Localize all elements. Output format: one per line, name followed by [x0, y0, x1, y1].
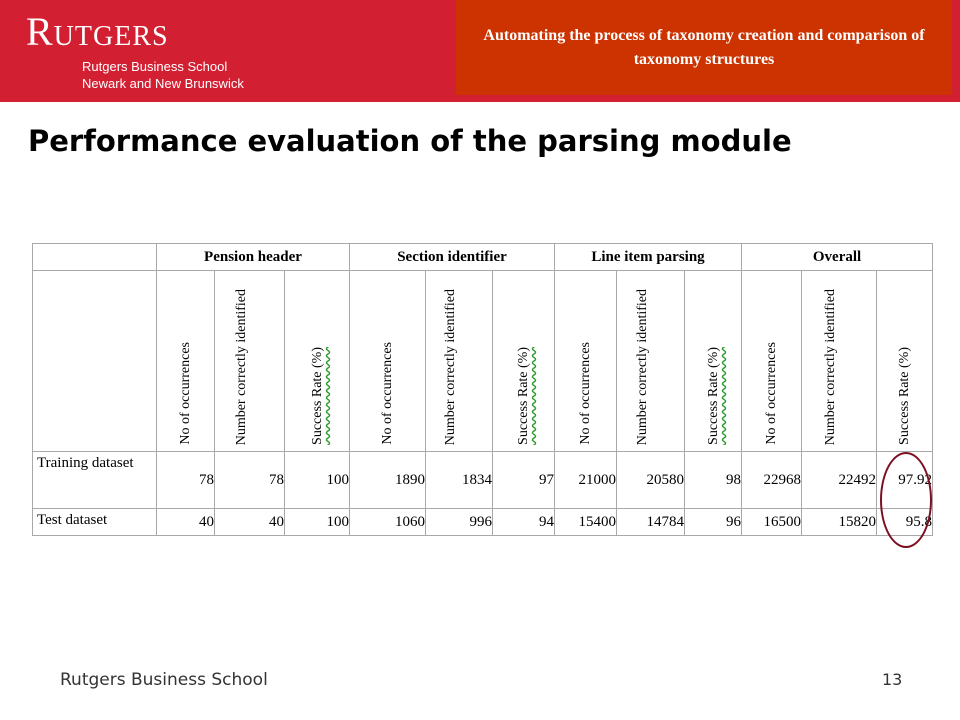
table-cell: 1060 — [349, 508, 427, 536]
group-header: Pension header — [155, 243, 351, 271]
table-cell: 16500 — [741, 508, 803, 536]
table-cell: 40 — [214, 508, 285, 536]
table-cell: 22492 — [801, 451, 878, 509]
table-cell: 100 — [283, 508, 351, 536]
page-number: 13 — [882, 670, 903, 689]
column-header: Success Rate (%) — [283, 270, 351, 452]
table-cell: 22968 — [741, 451, 803, 509]
column-header: Success Rate (%) — [492, 270, 556, 452]
group-header: Section identifier — [349, 243, 556, 271]
corner-cell — [32, 243, 157, 271]
table-cell: 97 — [492, 451, 556, 509]
column-header: No of occurrences — [741, 270, 803, 452]
slide-title: Performance evaluation of the parsing mo… — [28, 124, 792, 158]
table-cell: 78 — [214, 451, 285, 509]
corner-cell — [32, 270, 157, 452]
column-header: Success Rate (%) — [684, 270, 743, 452]
logo-line-2: Newark and New Brunswick — [82, 76, 244, 91]
table-cell: 21000 — [554, 451, 618, 509]
row-label: Training dataset — [32, 451, 157, 509]
table-row-training: Training dataset 78 78 100 1890 1834 97 … — [32, 451, 934, 509]
table-cell: 15820 — [801, 508, 878, 536]
table-cell: 1890 — [349, 451, 427, 509]
column-header: Number correctly identified — [616, 270, 686, 452]
table-row-test: Test dataset 40 40 100 1060 996 94 15400… — [32, 508, 934, 536]
rutgers-logo: Rutgers Rutgers Business School Newark a… — [26, 9, 244, 92]
logo-line-1: Rutgers Business School — [82, 59, 228, 74]
column-header: Success Rate (%) — [876, 270, 934, 452]
performance-table: Pension header Section identifier Line i… — [32, 243, 934, 536]
table-cell: 15400 — [554, 508, 618, 536]
logo-subtitle: Rutgers Business School Newark and New B… — [82, 58, 244, 92]
table-cell: 996 — [425, 508, 494, 536]
table-cell: 14784 — [616, 508, 686, 536]
table-cell: 78 — [156, 451, 215, 509]
logo-wordmark: Rutgers — [26, 9, 169, 54]
row-label: Test dataset — [32, 508, 157, 536]
table-cell: 94 — [492, 508, 556, 536]
table-cell: 98 — [684, 451, 743, 509]
table-cell: 1834 — [425, 451, 494, 509]
column-header: Number correctly identified — [801, 270, 878, 452]
column-header: No of occurrences — [349, 270, 427, 452]
presentation-title: Automating the process of taxonomy creat… — [456, 0, 952, 95]
column-header: Number correctly identified — [425, 270, 494, 452]
table-cell: 20580 — [616, 451, 686, 509]
highlight-circle — [880, 452, 932, 548]
column-header: No of occurrences — [156, 270, 215, 452]
group-header: Line item parsing — [554, 243, 743, 271]
group-header: Overall — [741, 243, 934, 271]
header-banner: Rutgers Rutgers Business School Newark a… — [0, 0, 960, 102]
table-cell: 100 — [283, 451, 351, 509]
column-header: No of occurrences — [554, 270, 618, 452]
table-cell: 96 — [684, 508, 743, 536]
column-header: Number correctly identified — [214, 270, 285, 452]
group-header-row: Pension header Section identifier Line i… — [32, 243, 934, 271]
footer-text: Rutgers Business School — [60, 670, 268, 690]
subheader-row: No of occurrences Number correctly ident… — [32, 270, 934, 452]
table-cell: 40 — [156, 508, 215, 536]
